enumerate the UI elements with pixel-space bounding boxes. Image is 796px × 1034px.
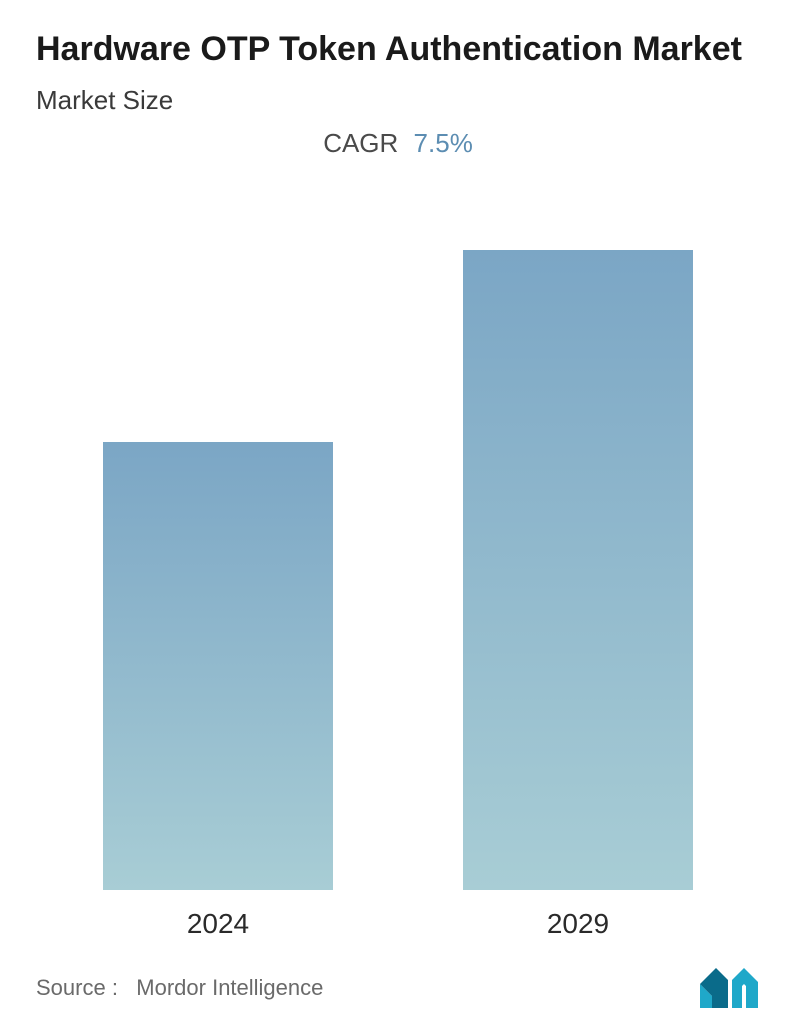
bar	[463, 250, 693, 890]
bar-label: 2024	[187, 908, 249, 940]
chart-subtitle: Market Size	[36, 85, 760, 116]
brand-logo	[698, 966, 760, 1010]
cagr-label: CAGR	[323, 128, 398, 158]
cagr-value: 7.5%	[414, 128, 473, 158]
source-name: Mordor Intelligence	[136, 975, 323, 1000]
source-label: Source :	[36, 975, 118, 1000]
logo-icon	[698, 966, 760, 1010]
chart-title: Hardware OTP Token Authentication Market	[36, 28, 760, 71]
bar-group: 2024	[103, 442, 333, 940]
source-text: Source : Mordor Intelligence	[36, 975, 323, 1001]
bar-group: 2029	[463, 250, 693, 940]
cagr-row: CAGR 7.5%	[36, 128, 760, 159]
bar-label: 2029	[547, 908, 609, 940]
chart-footer: Source : Mordor Intelligence	[36, 950, 760, 1034]
chart-container: Hardware OTP Token Authentication Market…	[0, 0, 796, 1034]
bar	[103, 442, 333, 890]
chart-plot-area: 2024 2029	[36, 187, 760, 941]
